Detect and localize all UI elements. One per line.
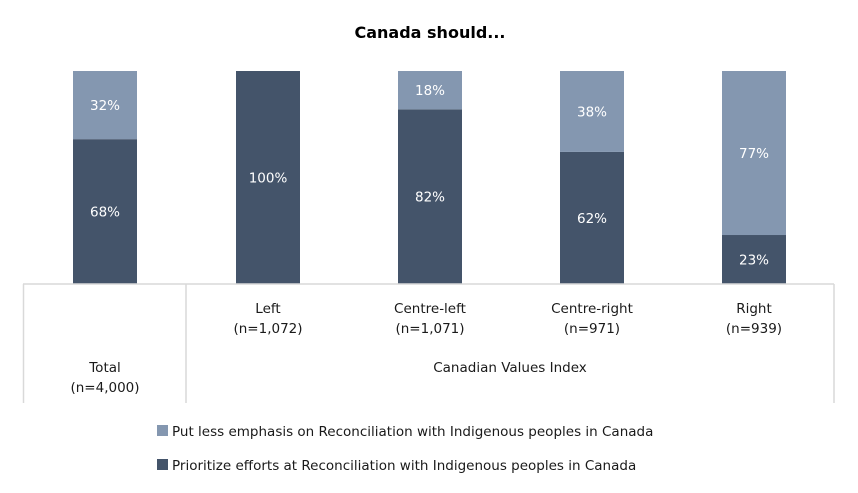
- bar-segment: [560, 71, 624, 152]
- category-label: Centre-right: [551, 301, 633, 317]
- category-sample-size: (n=971): [564, 321, 620, 337]
- bar-segment: [398, 71, 462, 110]
- bar-segment: [73, 71, 137, 140]
- bar-segment: [398, 109, 462, 284]
- legend-swatch: [157, 459, 168, 470]
- legend-label: Prioritize efforts at Reconciliation wit…: [172, 458, 636, 474]
- bar-segment: [560, 151, 624, 284]
- category-sample-size: (n=4,000): [70, 380, 139, 396]
- legend-swatch: [157, 425, 168, 436]
- category-sample-size: (n=939): [726, 321, 782, 337]
- category-label: Centre-left: [394, 301, 466, 317]
- category-axis: [22, 283, 835, 403]
- bars-group: 68% 32% 100% 82% 18% 62% 38% 23% 77%: [73, 71, 786, 284]
- data-label: 23%: [739, 253, 769, 269]
- bar-segment: [236, 71, 300, 284]
- category-label: Total: [88, 360, 121, 376]
- category-labels: Total (n=4,000) Left (n=1,072) Centre-left (n…: [70, 301, 782, 396]
- chart-title: Canada should...: [354, 23, 505, 42]
- legend: Put less emphasis on Reconciliation with…: [157, 424, 653, 474]
- data-label: 100%: [249, 171, 288, 187]
- data-label: 32%: [90, 98, 120, 114]
- category-sample-size: (n=1,071): [395, 321, 464, 337]
- bar-segment: [73, 139, 137, 284]
- data-label: 62%: [577, 211, 607, 227]
- data-label: 18%: [415, 83, 445, 99]
- category-label: Left: [255, 301, 280, 317]
- group-label: Canadian Values Index: [433, 360, 587, 376]
- data-label: 68%: [90, 205, 120, 221]
- bar-segment: [722, 71, 786, 236]
- category-sample-size: (n=1,072): [233, 321, 302, 337]
- data-label: 82%: [415, 190, 445, 206]
- category-label: Right: [736, 301, 772, 317]
- legend-label: Put less emphasis on Reconciliation with…: [172, 424, 653, 440]
- data-label: 38%: [577, 104, 607, 120]
- bar-segment: [722, 235, 786, 284]
- data-label: 77%: [739, 146, 769, 162]
